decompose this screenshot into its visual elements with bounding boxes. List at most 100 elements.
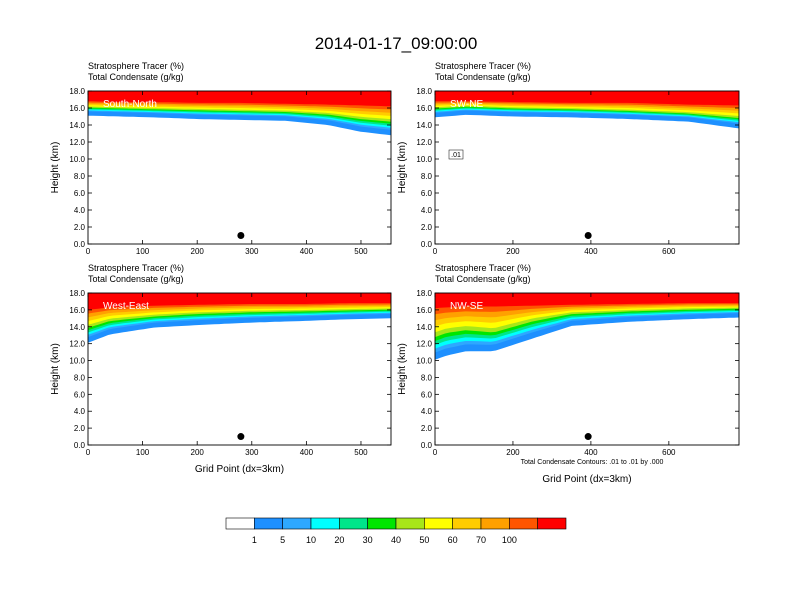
x-tick-label: 500	[354, 448, 368, 457]
x-tick-label: 200	[191, 448, 205, 457]
panel-title-tracer: Stratosphere Tracer (%)	[435, 263, 531, 273]
colorbar-label: 100	[502, 535, 517, 545]
x-tick-label: 500	[354, 247, 368, 256]
y-tick-label: 6.0	[74, 390, 86, 399]
x-tick-label: 100	[136, 247, 150, 256]
tracer-band-10	[435, 293, 739, 309]
x-tick-label: 0	[433, 247, 438, 256]
panel-sw-ne: Stratosphere Tracer (%)Total Condensate …	[397, 61, 740, 256]
location-marker	[237, 433, 245, 441]
y-tick-label: 16.0	[69, 104, 85, 113]
colorbar-swatch	[424, 517, 453, 530]
contour-note: Total Condensate Contours: .01 to .01 by…	[521, 459, 664, 466]
y-axis-label: Height (km)	[397, 142, 408, 194]
panel-west-east: Stratosphere Tracer (%)Total Condensate …	[50, 263, 392, 475]
tracer-band-10	[88, 91, 391, 107]
colorbar-swatch	[452, 517, 482, 530]
colorbar-swatch	[225, 517, 255, 530]
y-tick-label: 18.0	[69, 87, 85, 96]
colorbar: 1 5 10 20 30 40 50 60 70 100	[225, 517, 567, 545]
panels: Stratosphere Tracer (%)Total Condensate …	[50, 61, 740, 485]
y-tick-label: 18.0	[416, 289, 432, 298]
panel-title-condensate: Total Condensate (g/kg)	[435, 72, 531, 82]
x-tick-label: 400	[584, 247, 598, 256]
x-axis-label: Grid Point (dx=3km)	[195, 464, 284, 475]
y-axis-label: Height (km)	[397, 343, 408, 395]
y-tick-label: 0.0	[421, 441, 433, 450]
x-axis-label: Grid Point (dx=3km)	[542, 474, 631, 485]
y-tick-label: 6.0	[421, 189, 433, 198]
colorbar-swatch	[254, 517, 283, 530]
y-tick-label: 16.0	[416, 306, 432, 315]
location-marker	[237, 232, 245, 239]
y-tick-label: 2.0	[74, 424, 86, 433]
y-tick-label: 18.0	[416, 87, 432, 96]
panel-title-condensate: Total Condensate (g/kg)	[88, 72, 184, 82]
colorbar-swatch	[395, 517, 425, 530]
y-axis-label: Height (km)	[50, 343, 61, 395]
colorbar-label: 1	[252, 535, 257, 545]
colorbar-label: 5	[280, 535, 285, 545]
colorbar-label: 40	[391, 535, 401, 545]
x-tick-label: 200	[506, 448, 520, 457]
tracer-band-10	[435, 91, 739, 106]
y-tick-label: 0.0	[74, 240, 86, 249]
figure-title: 2014-01-17_09:00:00	[315, 34, 478, 53]
y-tick-label: 8.0	[74, 373, 86, 382]
x-tick-label: 300	[245, 247, 259, 256]
x-tick-label: 0	[86, 247, 91, 256]
colorbar-label: 50	[419, 535, 429, 545]
colorbar-label: 30	[363, 535, 373, 545]
y-tick-label: 12.0	[416, 138, 432, 147]
y-tick-label: 0.0	[421, 240, 433, 249]
plot-frame	[87, 90, 392, 245]
y-tick-label: 14.0	[69, 121, 85, 130]
colorbar-swatch	[282, 517, 312, 530]
y-tick-label: 6.0	[421, 390, 433, 399]
x-tick-label: 200	[191, 247, 205, 256]
y-tick-label: 12.0	[69, 340, 85, 349]
y-tick-label: 12.0	[416, 340, 432, 349]
y-axis-label: Height (km)	[50, 142, 61, 194]
y-tick-label: 16.0	[416, 104, 432, 113]
x-tick-label: 0	[433, 448, 438, 457]
y-tick-label: 10.0	[69, 357, 85, 366]
y-tick-label: 14.0	[69, 323, 85, 332]
contour-label-box	[448, 149, 464, 160]
x-tick-label: 600	[662, 448, 676, 457]
x-tick-label: 400	[300, 448, 314, 457]
plot-frame	[434, 292, 740, 446]
x-tick-label: 400	[300, 247, 314, 256]
y-tick-label: 18.0	[69, 289, 85, 298]
y-tick-label: 2.0	[421, 223, 433, 232]
y-tick-label: 12.0	[69, 138, 85, 147]
panel-south-north: Stratosphere Tracer (%)Total Condensate …	[50, 61, 392, 256]
y-tick-label: 2.0	[421, 424, 433, 433]
panel-title-condensate: Total Condensate (g/kg)	[88, 274, 184, 284]
colorbar-label: 70	[476, 535, 486, 545]
colorbar-label: 20	[334, 535, 344, 545]
tracer-field	[88, 91, 391, 136]
y-tick-label: 2.0	[74, 223, 86, 232]
location-marker	[584, 433, 592, 441]
region-label: South-North	[103, 99, 157, 110]
x-tick-label: 100	[136, 448, 150, 457]
y-tick-label: 10.0	[69, 155, 85, 164]
y-tick-label: 6.0	[74, 189, 86, 198]
y-tick-label: 4.0	[421, 407, 433, 416]
region-label: West-East	[103, 301, 149, 312]
y-tick-label: 0.0	[74, 441, 86, 450]
colorbar-swatch	[509, 517, 538, 530]
colorbar-swatch	[339, 517, 368, 530]
y-tick-label: 8.0	[421, 172, 433, 181]
colorbar-swatch	[310, 517, 340, 530]
panel-title-tracer: Stratosphere Tracer (%)	[88, 61, 184, 71]
y-tick-label: 10.0	[416, 155, 432, 164]
tracer-field	[435, 91, 739, 129]
colorbar-swatch	[480, 517, 510, 530]
y-tick-label: 4.0	[74, 407, 86, 416]
y-tick-label: 8.0	[74, 172, 86, 181]
panel-title-condensate: Total Condensate (g/kg)	[435, 274, 531, 284]
x-tick-label: 400	[584, 448, 598, 457]
